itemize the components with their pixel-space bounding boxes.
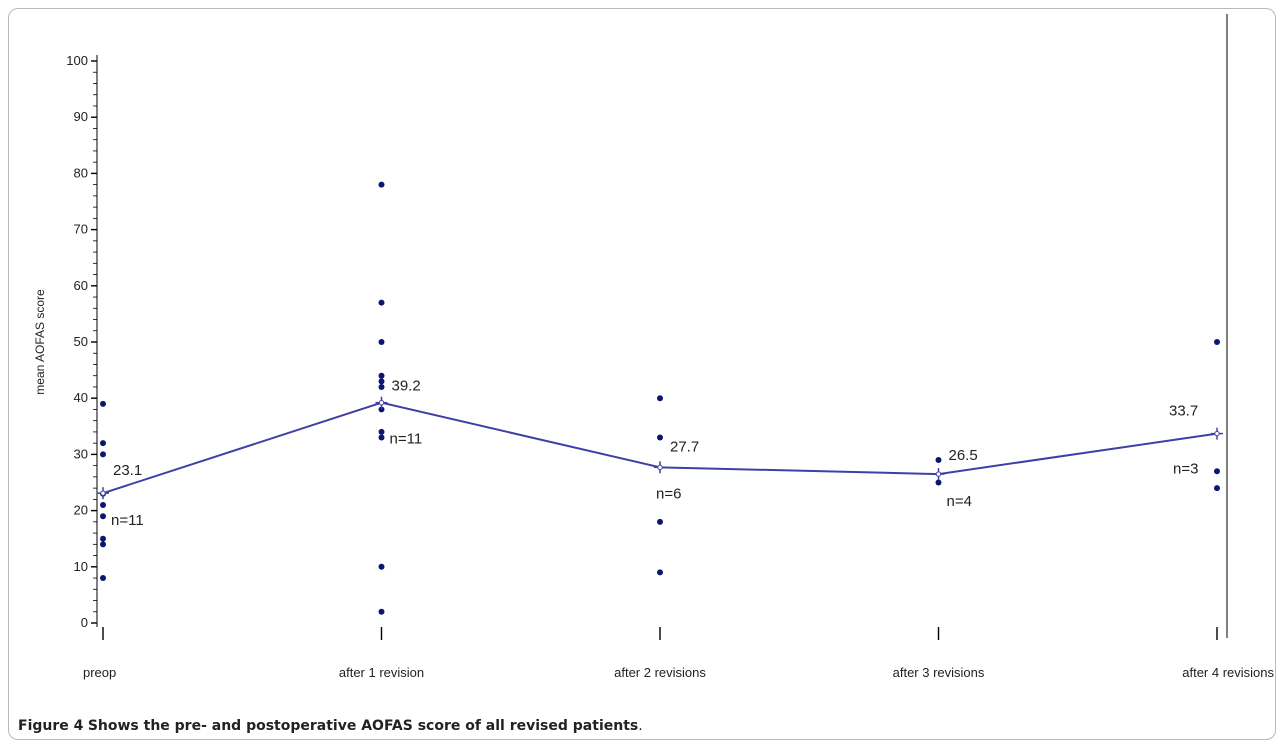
data-point	[379, 435, 385, 441]
y-tick-label: 20	[74, 503, 88, 518]
axes: 0 10 20 30 40 50 60 70 80 90 100 mean AOFAS score pr…	[33, 14, 1274, 680]
data-point	[379, 564, 385, 570]
data-point	[936, 457, 942, 463]
data-point	[100, 440, 106, 446]
caption-text: Shows the pre- and postoperative AOFAS s…	[88, 718, 638, 734]
sample-size-label: n=11	[390, 431, 423, 448]
chart: 0 10 20 30 40 50 60 70 80 90 100 mean AOFAS score pr…	[0, 0, 1284, 712]
mean-value-label: 26.5	[949, 447, 978, 464]
y-tick-label: 10	[74, 559, 88, 574]
y-tick-label: 0	[81, 615, 88, 630]
mean-marker	[1211, 428, 1223, 440]
data-point	[100, 536, 106, 542]
sample-size-label: n=4	[947, 493, 972, 510]
y-axis-title: mean AOFAS score	[33, 289, 47, 395]
data-point	[100, 451, 106, 457]
caption-end: .	[638, 718, 642, 734]
mean-marker	[933, 468, 945, 480]
data-point	[379, 378, 385, 384]
data-point	[1214, 339, 1220, 345]
mean-line	[103, 403, 1217, 493]
sample-size-label: n=11	[111, 512, 144, 529]
y-tick-label: 60	[74, 278, 88, 293]
data-point	[379, 300, 385, 306]
y-tick-label: 40	[74, 390, 88, 405]
data-point	[379, 373, 385, 379]
mean-marker-center	[379, 400, 383, 404]
y-tick-label: 50	[74, 334, 88, 349]
sample-size-label: n=6	[656, 485, 681, 502]
data-point	[100, 502, 106, 508]
data-points	[100, 182, 1220, 615]
data-point	[379, 339, 385, 345]
data-point	[657, 395, 663, 401]
x-tick-label: preop	[83, 665, 116, 680]
mean-value-label: 33.7	[1169, 403, 1198, 420]
data-point	[100, 401, 106, 407]
mean-value-label: 23.1	[113, 462, 142, 479]
y-tick-label: 70	[74, 222, 88, 237]
mean-marker-center	[936, 472, 940, 476]
mean-marker-center	[658, 465, 662, 469]
mean-value-label: 27.7	[670, 438, 699, 455]
y-tick-label: 30	[74, 446, 88, 461]
x-tick-label: after 2 revisions	[614, 665, 706, 680]
y-tick-label: 90	[74, 109, 88, 124]
data-point	[100, 575, 106, 581]
y-tick-label: 80	[74, 165, 88, 180]
mean-value-label: 39.2	[392, 378, 421, 395]
data-point	[1214, 485, 1220, 491]
data-point	[100, 513, 106, 519]
data-point	[1214, 468, 1220, 474]
data-point	[657, 519, 663, 525]
mean-marker	[376, 397, 388, 409]
data-point	[936, 480, 942, 486]
mean-line-group	[97, 397, 1223, 499]
mean-marker	[97, 487, 109, 499]
sample-size-label: n=3	[1173, 461, 1198, 478]
y-tick-label: 100	[66, 53, 88, 68]
data-point	[657, 569, 663, 575]
caption-label: Figure 4	[18, 718, 83, 734]
data-point	[657, 435, 663, 441]
mean-marker	[654, 461, 666, 473]
data-point	[100, 541, 106, 547]
x-tick-label: after 3 revisions	[893, 665, 985, 680]
data-point	[379, 429, 385, 435]
figure-caption: Figure 4 Shows the pre- and postoperativ…	[18, 718, 643, 734]
x-tick-label: after 1 revision	[339, 665, 424, 680]
data-point	[379, 384, 385, 390]
data-point	[379, 182, 385, 188]
data-point	[379, 609, 385, 615]
mean-marker-center	[1215, 431, 1219, 435]
data-labels: 23.1 n=11 39.2 n=11 27.7 n=6 26.5 n=4 33.7 n=3	[111, 378, 1198, 529]
mean-marker-center	[101, 491, 105, 495]
x-tick-label: after 4 revisions	[1182, 665, 1274, 680]
